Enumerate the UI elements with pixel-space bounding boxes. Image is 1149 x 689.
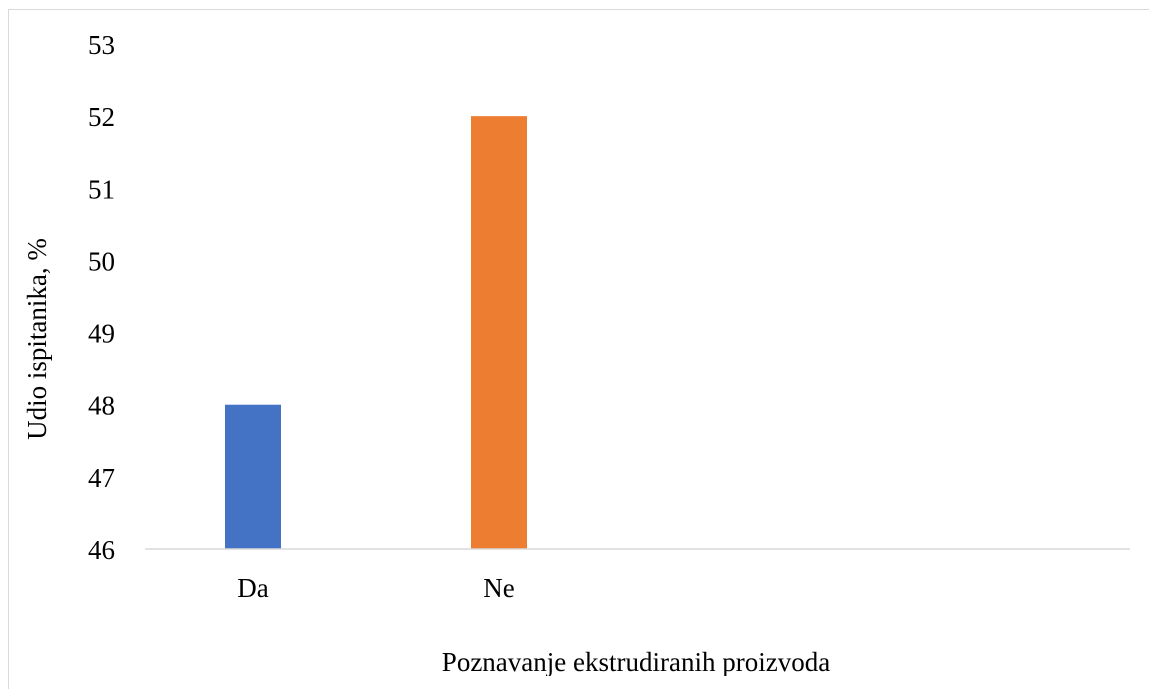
x-axis-title: Poznavanje ekstrudiranih proizvoda: [442, 647, 830, 676]
bars: [225, 116, 527, 550]
y-tick-label: 49: [88, 319, 115, 349]
y-tick-label: 48: [88, 391, 115, 421]
chart-frame: [8, 9, 1149, 689]
x-axis-ticks: Da Ne: [237, 573, 514, 603]
y-axis-ticks: 46 47 48 49 50 51 52 53: [88, 30, 115, 565]
x-tick-label-ne: Ne: [483, 573, 514, 603]
y-tick-label: 50: [88, 246, 115, 276]
y-axis-title: Udio ispitanika, %: [22, 238, 52, 440]
y-tick-label: 52: [88, 102, 115, 132]
bar-ne: [471, 116, 527, 550]
bar-da: [225, 404, 281, 549]
y-tick-label: 51: [88, 174, 115, 204]
x-tick-label-da: Da: [237, 573, 268, 603]
y-tick-label: 46: [88, 535, 115, 565]
y-tick-label: 53: [88, 30, 115, 60]
y-tick-label: 47: [88, 463, 115, 493]
